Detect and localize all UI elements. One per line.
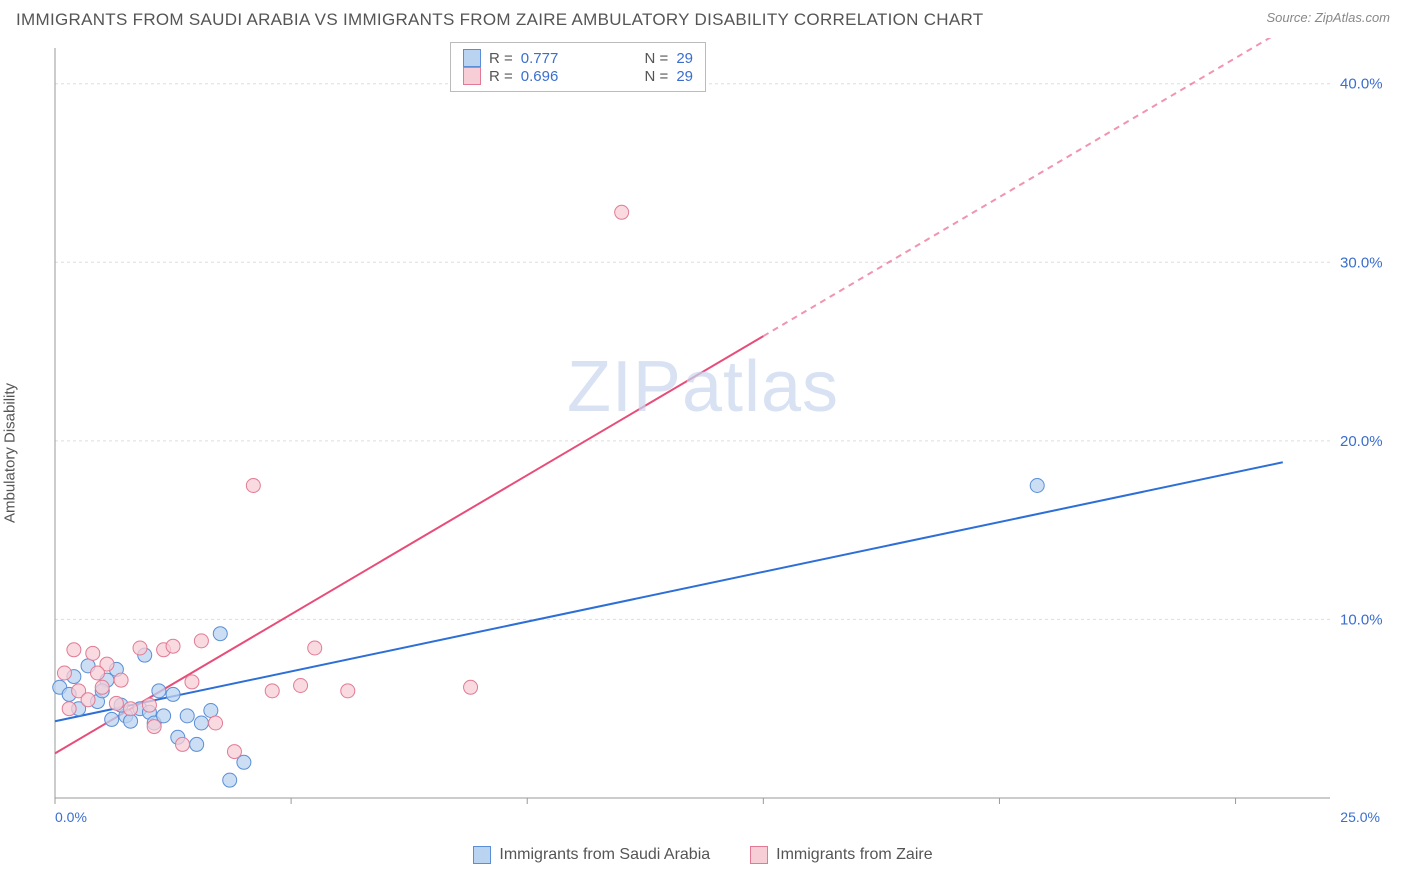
swatch-icon — [750, 846, 768, 864]
legend-row-saudi: R = 0.777 N = 29 — [463, 49, 693, 67]
svg-text:25.0%: 25.0% — [1340, 809, 1380, 825]
legend-item-zaire: Immigrants from Zaire — [750, 846, 932, 864]
swatch-icon — [463, 49, 481, 67]
y-axis-label: Ambulatory Disability — [2, 383, 19, 523]
series-label: Immigrants from Zaire — [776, 846, 932, 864]
scatter-chart: 10.0% 20.0% 30.0% 40.0% 0.0% 25.0% — [50, 38, 1390, 830]
svg-text:40.0%: 40.0% — [1340, 76, 1383, 93]
series-legend: Immigrants from Saudi Arabia Immigrants f… — [0, 846, 1406, 864]
correlation-legend: R = 0.777 N = 29 R = 0.696 N = 29 — [450, 42, 706, 92]
n-label: N = — [645, 68, 669, 85]
chart-area: Ambulatory Disability 10.0% 20.0% 30.0% 40.… — [0, 38, 1406, 868]
svg-text:20.0%: 20.0% — [1340, 433, 1383, 450]
svg-text:30.0%: 30.0% — [1340, 254, 1383, 271]
r-value: 0.696 — [521, 68, 559, 85]
legend-row-zaire: R = 0.696 N = 29 — [463, 67, 693, 85]
r-label: R = — [489, 50, 513, 67]
n-label: N = — [645, 50, 669, 67]
svg-text:10.0%: 10.0% — [1340, 611, 1383, 628]
legend-item-saudi: Immigrants from Saudi Arabia — [473, 846, 710, 864]
chart-title: IMMIGRANTS FROM SAUDI ARABIA VS IMMIGRAN… — [16, 10, 983, 30]
source-label: Source: ZipAtlas.com — [1266, 10, 1390, 25]
title-bar: IMMIGRANTS FROM SAUDI ARABIA VS IMMIGRAN… — [0, 0, 1406, 38]
n-value: 29 — [676, 50, 693, 67]
n-value: 29 — [676, 68, 693, 85]
swatch-icon — [473, 846, 491, 864]
swatch-icon — [463, 67, 481, 85]
r-value: 0.777 — [521, 50, 559, 67]
svg-text:0.0%: 0.0% — [55, 809, 87, 825]
r-label: R = — [489, 68, 513, 85]
series-label: Immigrants from Saudi Arabia — [499, 846, 710, 864]
